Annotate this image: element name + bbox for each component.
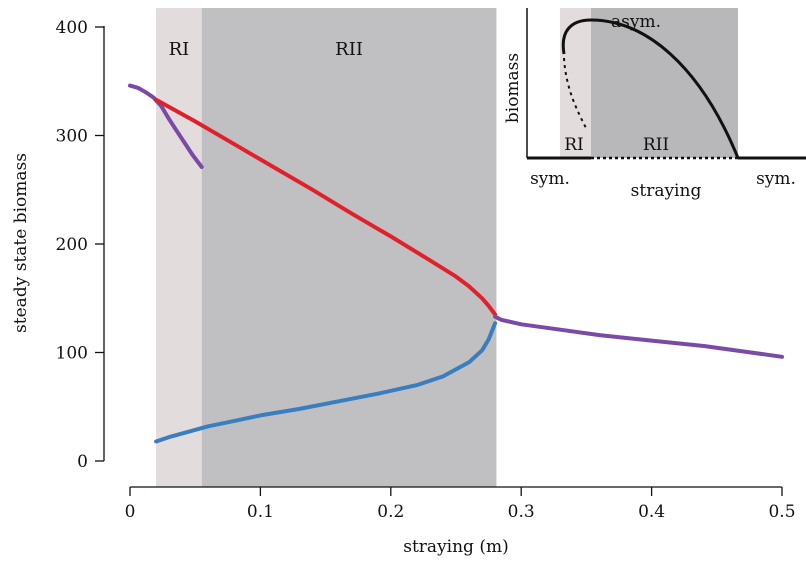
x-tick-label: 0.4	[638, 502, 665, 522]
inset-left-sym-label: sym.	[530, 169, 570, 189]
x-tick-label: 0.3	[508, 502, 535, 522]
inset-region-rii	[591, 8, 738, 158]
x-tick-label: 0.5	[768, 502, 795, 522]
y-tick-label: 400	[56, 18, 88, 38]
x-axis-label: straying (m)	[403, 537, 508, 557]
inset-y-label: biomass	[503, 53, 523, 123]
y-tick-label: 300	[56, 127, 88, 147]
inset-right-sym-label: sym.	[756, 169, 796, 189]
region-label-ri: RI	[169, 39, 190, 60]
series-line-3	[493, 314, 784, 359]
series-line-0	[128, 83, 204, 169]
x-ticks: 0 0.1 0.2 0.3 0.4 0.5	[125, 487, 796, 522]
region-shading	[156, 8, 497, 487]
y-axis-label: steady state biomass	[11, 153, 31, 333]
inset-schematic: asym. RI RII sym. sym. straying biomass	[503, 8, 806, 201]
series-line-2	[154, 321, 498, 444]
series-group	[128, 83, 784, 444]
x-tick-label: 0	[125, 502, 136, 522]
x-tick-label: 0.1	[247, 502, 274, 522]
series-line-1	[154, 97, 498, 317]
inset-ri-label: RI	[564, 135, 584, 155]
y-tick-label: 200	[56, 235, 88, 255]
inset-x-label: straying	[631, 181, 702, 201]
region-band-ri	[156, 8, 202, 487]
region-label-rii: RII	[335, 39, 363, 60]
inset-asym-branch	[561, 18, 740, 159]
inset-unstable-branch	[563, 57, 587, 129]
region-band-rii	[201, 8, 497, 487]
x-tick-label: 0.2	[377, 502, 404, 522]
y-ticks: 0 100 200 300 400	[56, 18, 104, 472]
y-tick-label: 0	[77, 452, 88, 472]
inset-rii-label: RII	[643, 135, 669, 155]
inset-asym-label: asym.	[611, 12, 661, 32]
y-tick-label: 100	[56, 344, 88, 364]
